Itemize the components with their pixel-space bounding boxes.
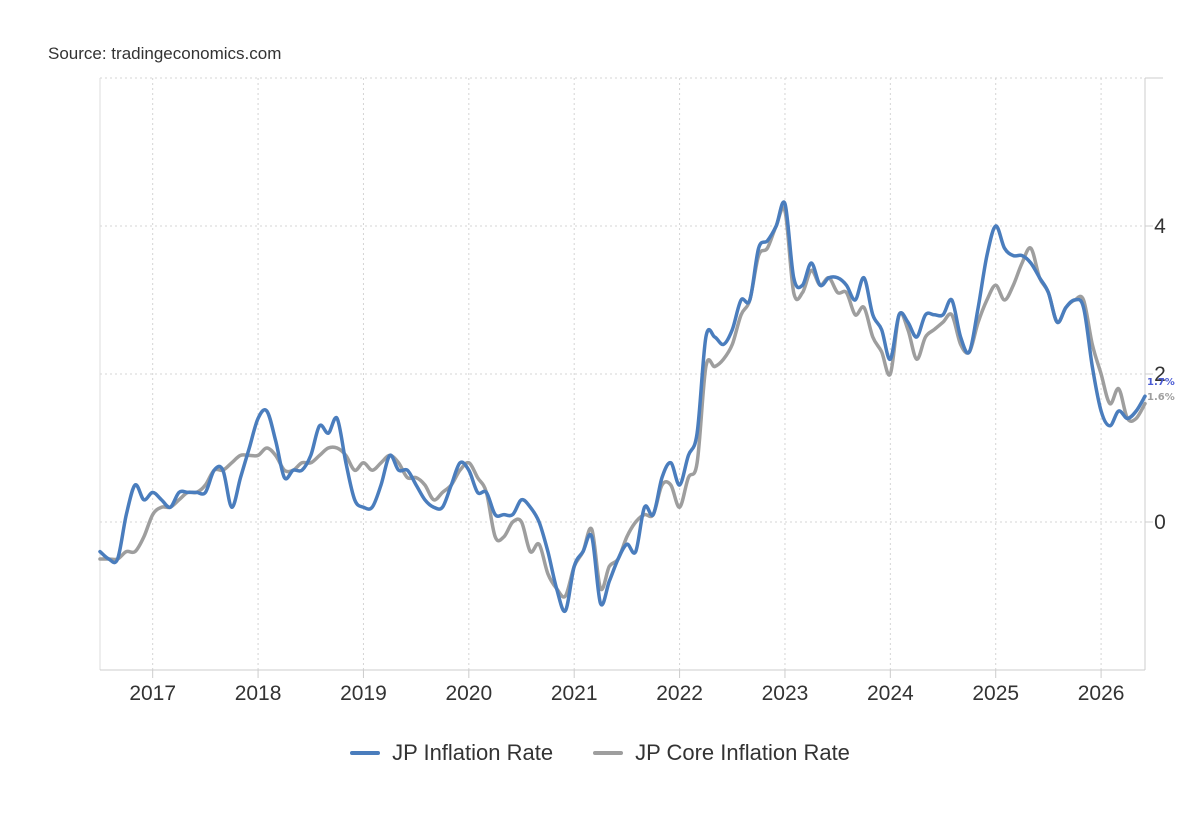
legend-item-core-inflation[interactable]: JP Core Inflation Rate (593, 740, 850, 766)
x-tick-label: 2023 (762, 682, 809, 705)
legend-label-core-inflation: JP Core Inflation Rate (635, 740, 850, 765)
line-chart: 2017 2018 2019 2020 2021 2022 2023 2024 2025 2026… (98, 77, 1175, 705)
y-axis-ticks: 0 2 4 (1145, 215, 1166, 534)
x-tick-label: 2026 (1078, 682, 1125, 705)
end-label-core-inflation: 1.6% (1147, 392, 1175, 403)
x-tick-label: 2017 (129, 682, 176, 705)
x-tick-label: 2018 (235, 682, 282, 705)
x-tick-label: 2019 (340, 682, 387, 705)
legend: JP Inflation Rate JP Core Inflation Rate (0, 740, 1200, 766)
x-axis-ticks: 2017 2018 2019 2020 2021 2022 2023 2024 2025 2026 (129, 670, 1124, 705)
grid (100, 77, 1145, 671)
x-tick-label: 2024 (867, 682, 914, 705)
legend-swatch-inflation (350, 751, 381, 755)
end-labels: 1.7% 1.6% (1147, 377, 1175, 403)
y-tick-label: 2 (1154, 363, 1166, 386)
legend-label-inflation: JP Inflation Rate (392, 740, 554, 765)
series-line-inflation[interactable] (98, 200, 1147, 614)
y-tick-label: 0 (1154, 511, 1166, 534)
series-layer (98, 200, 1147, 614)
source-label: Source: tradingeconomics.com (48, 44, 282, 63)
series-line-core-inflation[interactable] (98, 206, 1147, 599)
x-tick-label: 2020 (445, 682, 492, 705)
x-tick-label: 2022 (656, 682, 703, 705)
x-tick-label: 2025 (972, 682, 1019, 705)
y-tick-label: 4 (1154, 215, 1166, 238)
end-label-inflation: 1.7% (1147, 377, 1175, 388)
legend-item-inflation[interactable]: JP Inflation Rate (350, 740, 553, 766)
legend-swatch-core-inflation (593, 751, 624, 755)
x-tick-label: 2021 (551, 682, 598, 705)
